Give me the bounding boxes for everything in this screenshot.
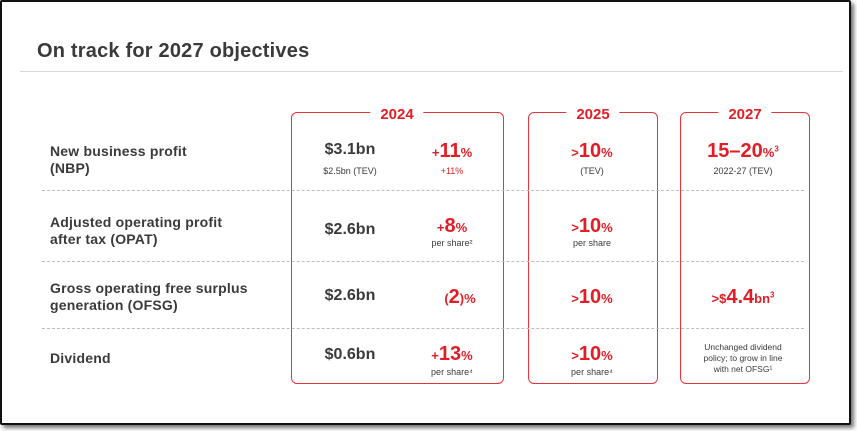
row-label-ofsg: Gross operating free surplus generation … — [50, 280, 248, 314]
target-prefix: >$ — [711, 291, 727, 306]
growth-prefix: + — [436, 220, 445, 235]
row-label-line: generation (OFSG) — [50, 297, 178, 313]
target-number: 10 — [578, 286, 602, 308]
nbp-2024-growth-sub: +11% — [440, 166, 464, 176]
target-number: 10 — [578, 215, 602, 237]
ofsg-2024-value: $2.6bn — [324, 287, 376, 304]
target-suffix: bn — [754, 291, 771, 306]
target-suffix: % — [762, 145, 775, 160]
column-header-2027: 2027 — [718, 105, 772, 125]
nbp-2024-value: $3.1bn — [324, 141, 376, 158]
dividend-2025-sub: per share⁴ — [571, 367, 613, 377]
target-suffix: % — [601, 348, 613, 363]
ofsg-2027-target: >$4.4bn3 — [712, 286, 775, 309]
row-divider — [42, 190, 804, 191]
target-number: 10 — [578, 140, 602, 162]
growth-prefix: + — [431, 145, 440, 160]
growth-number: 11 — [439, 140, 461, 162]
growth-prefix: ( — [444, 291, 449, 306]
target-prefix: > — [571, 348, 579, 363]
target-suffix: % — [601, 291, 613, 306]
row-label-line: after tax (OPAT) — [50, 231, 158, 247]
target-number: 10 — [578, 343, 602, 365]
ofsg-2024-growth: (2)% — [444, 286, 475, 309]
nbp-2027-target: 15–20%3 — [707, 140, 779, 163]
nbp-2024-growth: +11% — [432, 140, 472, 163]
slide-title: On track for 2027 objectives — [37, 40, 310, 62]
growth-number: 2 — [448, 286, 460, 308]
nbp-2024-value-sub: $2.5bn (TEV) — [323, 166, 377, 176]
opat-2024-growth: +8% — [437, 215, 467, 238]
note-line: Unchanged dividend — [704, 342, 782, 352]
note-line: policy; to grow in line — [703, 353, 783, 363]
dividend-2024-growth-sub: per share⁴ — [431, 367, 473, 377]
nbp-2027-sub: 2022-27 (TEV) — [713, 166, 773, 176]
dividend-2024-growth: +13% — [431, 343, 472, 366]
target-prefix: > — [571, 220, 579, 235]
footnote-marker: 3 — [770, 290, 775, 300]
dividend-2024-value: $0.6bn — [324, 346, 376, 363]
growth-suffix: )% — [459, 291, 476, 306]
opat-2025-target: >10% — [571, 215, 612, 238]
footnote-marker: 3 — [774, 144, 779, 154]
row-label-opat: Adjusted operating profit after tax (OPA… — [50, 214, 222, 248]
opat-2024-growth-sub: per share² — [431, 238, 473, 248]
target-suffix: % — [601, 145, 613, 160]
target-prefix: > — [571, 291, 579, 306]
row-label-nbp: New business profit (NBP) — [50, 143, 187, 177]
row-divider — [42, 328, 804, 329]
target-suffix: % — [601, 220, 613, 235]
growth-number: 8 — [444, 215, 456, 237]
target-prefix: > — [571, 145, 579, 160]
dividend-2025-target: >10% — [571, 343, 612, 366]
opat-2024-value: $2.6bn — [324, 221, 376, 238]
row-label-line: (NBP) — [50, 160, 90, 176]
target-number: 15–20 — [707, 140, 763, 162]
ofsg-2025-target: >10% — [571, 286, 612, 309]
nbp-2025-target: >10% — [571, 140, 612, 163]
growth-suffix: % — [455, 220, 468, 235]
row-divider — [42, 261, 804, 262]
opat-2025-sub: per share — [572, 238, 612, 248]
column-header-2024: 2024 — [370, 105, 424, 125]
row-label-line: Gross operating free surplus — [50, 280, 248, 296]
row-label-line: Dividend — [50, 350, 111, 366]
title-divider — [20, 71, 843, 72]
slide-frame — [0, 0, 851, 425]
growth-number: 13 — [438, 343, 462, 365]
nbp-2025-sub: (TEV) — [580, 166, 604, 176]
column-header-2025: 2025 — [566, 105, 620, 125]
growth-suffix: % — [460, 145, 473, 160]
dividend-2027-note: Unchanged dividend policy; to grow in li… — [688, 342, 798, 375]
row-label-line: Adjusted operating profit — [50, 214, 223, 230]
growth-suffix: % — [461, 348, 473, 363]
note-line: with net OFSG¹ — [713, 364, 773, 374]
row-label-line: New business profit — [50, 143, 187, 159]
row-label-dividend: Dividend — [50, 350, 111, 367]
target-number: 4.4 — [726, 286, 755, 308]
growth-prefix: + — [431, 348, 439, 363]
